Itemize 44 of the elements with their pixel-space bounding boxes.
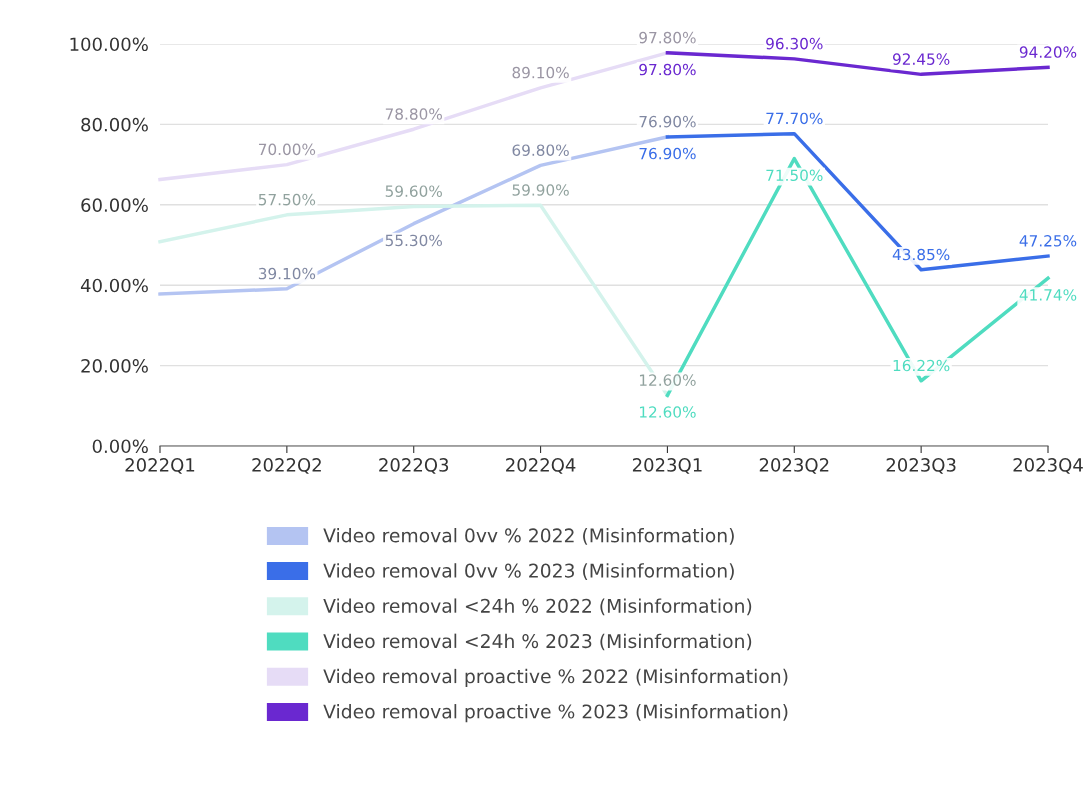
y-tick-label: 60.00%	[81, 198, 148, 212]
y-tick-label: 100.00%	[70, 37, 148, 52]
data-label: 97.80%	[639, 31, 696, 44]
data-label: 16.22%	[893, 359, 950, 372]
data-label: 94.20%	[1019, 46, 1077, 58]
data-label: 12.60%	[639, 374, 696, 386]
data-label: 59.90%	[512, 184, 569, 196]
data-label: 96.30%	[766, 37, 823, 50]
data-label: 57.50%	[258, 193, 316, 206]
x-tick-label: 2022Q2	[252, 458, 321, 474]
x-tick-label: 2023Q3	[886, 458, 956, 474]
x-tick-label: 2023Q4	[1013, 458, 1083, 474]
data-label: 92.45%	[892, 53, 950, 65]
y-tick-label: 40.00%	[80, 278, 148, 293]
data-label: 69.80%	[512, 144, 569, 156]
legend-label: Video removal proactive % 2023 (Misinformation)	[323, 704, 788, 723]
data-label: 78.80%	[385, 108, 442, 120]
x-tick-label: 2022Q4	[506, 458, 576, 474]
data-label: 43.85%	[892, 248, 950, 261]
data-label: 76.90%	[639, 115, 696, 128]
x-tick-label: 2023Q1	[632, 458, 702, 474]
y-tick-label: 0.00%	[92, 439, 148, 454]
legend-label: Video removal 0vv % 2023 (Misinformation)	[323, 563, 734, 580]
legend-label: Video removal proactive % 2022 (Misinformation)	[323, 668, 788, 687]
legend-label: Video removal <24h % 2023 (Misinformation)	[323, 633, 752, 651]
data-label: 41.74%	[1019, 289, 1077, 301]
data-label: 97.80%	[639, 63, 696, 76]
legend-label: Video removal 0vv % 2022 (Misinformation)	[323, 528, 734, 545]
data-label: 55.30%	[385, 234, 442, 247]
data-label: 59.60%	[385, 185, 442, 197]
legend-label: Video removal <24h % 2022 (Misinformation)	[323, 598, 752, 616]
x-tick-label: 2022Q3	[379, 458, 449, 474]
data-label: 12.60%	[639, 406, 696, 418]
y-tick-label: 80.00%	[81, 117, 148, 132]
y-tick-label: 20.00%	[81, 359, 148, 373]
data-label: 76.90%	[639, 147, 696, 160]
data-label: 77.70%	[766, 112, 823, 125]
data-label: 89.10%	[512, 66, 569, 79]
x-tick-label: 2022Q1	[125, 458, 195, 474]
data-label: 70.00%	[258, 143, 316, 156]
data-label: 47.25%	[1019, 235, 1077, 247]
x-tick-label: 2023Q2	[759, 458, 829, 474]
data-label: 39.10%	[258, 267, 316, 280]
data-label: 71.50%	[766, 169, 823, 182]
